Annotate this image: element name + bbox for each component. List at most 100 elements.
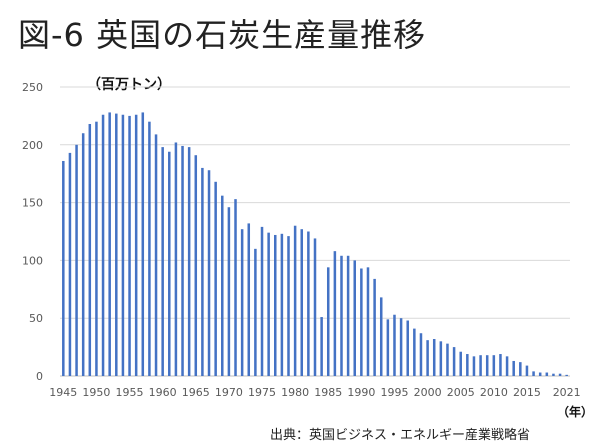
bars xyxy=(62,112,568,377)
x-tick-label: 1945 xyxy=(49,386,77,399)
bar-1971 xyxy=(234,199,237,376)
bar-1958 xyxy=(148,121,151,377)
bar-1946 xyxy=(68,152,72,376)
x-tick-label: 1960 xyxy=(149,386,177,399)
bar-2011 xyxy=(499,354,502,376)
y-tick-label: 50 xyxy=(29,312,43,325)
bar-1952 xyxy=(108,112,111,376)
x-tick-label: 1955 xyxy=(116,386,144,399)
bar-1994 xyxy=(386,319,390,376)
x-tick-label: 2000 xyxy=(414,386,442,399)
x-tick-label: 1995 xyxy=(380,386,408,399)
y-axis-unit-label: （百万トン） xyxy=(87,77,171,93)
bar-2007 xyxy=(472,356,476,376)
bar-1975 xyxy=(260,226,264,376)
bar-1969 xyxy=(221,195,224,376)
bar-2015 xyxy=(525,365,529,376)
bar-2018 xyxy=(545,372,549,376)
bar-2012 xyxy=(505,356,509,376)
y-tick-label: 150 xyxy=(22,197,43,210)
bar-1980 xyxy=(293,225,297,376)
bar-1989 xyxy=(353,260,356,376)
bar-1965 xyxy=(194,155,198,376)
bar-1961 xyxy=(168,151,171,376)
bar-1981 xyxy=(300,229,304,376)
bar-1996 xyxy=(399,318,403,376)
bar-2017 xyxy=(538,372,542,376)
bar-1949 xyxy=(88,123,92,376)
x-tick-label: 2005 xyxy=(447,386,475,399)
bar-1945 xyxy=(62,160,65,376)
bar-1954 xyxy=(121,114,125,376)
x-tick-label: 2021 xyxy=(553,386,581,399)
bar-1960 xyxy=(161,147,164,376)
bar-1991 xyxy=(366,267,370,376)
y-tick-label: 250 xyxy=(22,81,43,94)
bar-1964 xyxy=(187,147,191,376)
bar-2016 xyxy=(532,371,535,376)
bar-2009 xyxy=(485,355,489,376)
bar-1979 xyxy=(287,236,290,376)
bar-1976 xyxy=(267,232,270,376)
x-tick-label: 1970 xyxy=(215,386,243,399)
source-note: 出典：英国ビジネス・エネルギー産業戦略省 xyxy=(270,428,531,443)
bar-2014 xyxy=(519,362,522,376)
x-tick-label: 2010 xyxy=(480,386,508,399)
bar-2020 xyxy=(558,373,562,376)
y-tick-label: 0 xyxy=(36,370,43,383)
bar-1948 xyxy=(81,133,85,376)
bar-2006 xyxy=(466,354,469,376)
bar-1950 xyxy=(95,121,98,377)
chart-title: 図-6 英国の石炭生産量推移 xyxy=(18,16,427,54)
bar-1987 xyxy=(340,255,343,376)
x-axis-unit-label: （年） xyxy=(557,405,594,419)
bar-1984 xyxy=(320,317,323,376)
bar-2008 xyxy=(479,355,482,376)
bar-1953 xyxy=(115,113,118,376)
bar-1985 xyxy=(326,267,330,376)
bar-2000 xyxy=(426,340,429,376)
bar-1998 xyxy=(413,328,416,376)
x-tick-label: 1990 xyxy=(347,386,375,399)
bar-2003 xyxy=(446,343,449,376)
bar-1992 xyxy=(373,278,376,376)
x-tick-label: 1975 xyxy=(248,386,276,399)
bar-1974 xyxy=(254,248,257,376)
bar-1997 xyxy=(406,320,409,376)
bar-1957 xyxy=(141,112,145,376)
bar-1972 xyxy=(240,229,244,376)
bar-1956 xyxy=(134,114,138,376)
x-tick-label: 1985 xyxy=(314,386,342,399)
bar-1970 xyxy=(227,207,231,376)
bar-1999 xyxy=(419,333,423,376)
bar-1968 xyxy=(214,181,217,376)
bar-1955 xyxy=(128,115,131,377)
y-tick-label: 200 xyxy=(22,139,43,152)
bar-1986 xyxy=(333,251,337,376)
bar-1983 xyxy=(313,238,317,376)
bar-1977 xyxy=(274,234,277,376)
x-axis-ticks: 1945 1950 1955 1960 1965 1970 1975 1980 1985 1990… xyxy=(49,386,580,399)
bar-2002 xyxy=(439,341,443,376)
x-tick-label: 1965 xyxy=(182,386,210,399)
bar-1993 xyxy=(379,297,383,376)
bar-2013 xyxy=(512,360,515,376)
bar-1982 xyxy=(307,231,310,376)
x-tick-label: 1950 xyxy=(82,386,110,399)
bar-1978 xyxy=(280,233,284,376)
bar-1947 xyxy=(75,144,78,376)
bar-1995 xyxy=(393,314,396,376)
bar-1990 xyxy=(360,268,363,376)
bar-1959 xyxy=(154,134,158,376)
bar-1963 xyxy=(181,145,184,376)
bar-1973 xyxy=(247,223,251,376)
bar-1951 xyxy=(101,114,105,376)
bar-2004 xyxy=(452,347,456,376)
bar-2010 xyxy=(492,355,496,376)
bar-1962 xyxy=(174,142,178,376)
bar-2021 xyxy=(565,374,568,376)
y-tick-label: 100 xyxy=(22,254,43,267)
bar-1966 xyxy=(201,167,204,376)
bar-1967 xyxy=(207,170,211,376)
